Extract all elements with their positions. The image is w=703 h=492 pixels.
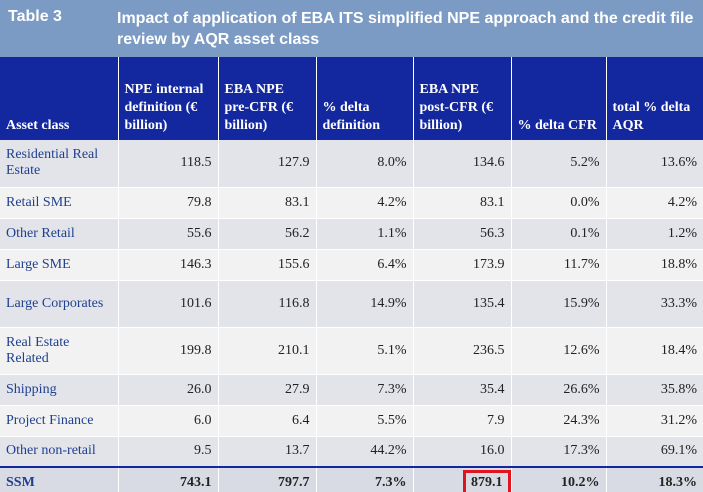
total-value-cell-highlighted: 879.1 bbox=[412, 466, 511, 492]
value-cell: 18.4% bbox=[605, 327, 703, 375]
column-header-npe-internal: NPE internal definition (€ billion) bbox=[117, 57, 218, 140]
total-value-cell: 18.3% bbox=[605, 466, 703, 492]
value-cell: 210.1 bbox=[217, 327, 316, 375]
value-cell: 1.2% bbox=[605, 218, 703, 250]
column-header-delta-definition: % delta definition bbox=[315, 57, 413, 140]
table-row: Large SME 146.3 155.6 6.4% 173.9 11.7% 1… bbox=[0, 249, 703, 281]
value-cell: 79.8 bbox=[117, 187, 218, 219]
value-cell: 101.6 bbox=[117, 280, 218, 328]
value-cell: 11.7% bbox=[510, 249, 606, 281]
value-cell: 7.9 bbox=[412, 405, 511, 437]
table-row: Project Finance 6.0 6.4 5.5% 7.9 24.3% 3… bbox=[0, 405, 703, 437]
value-cell: 155.6 bbox=[217, 249, 316, 281]
value-cell: 8.0% bbox=[315, 140, 413, 188]
value-cell: 4.2% bbox=[315, 187, 413, 219]
table-row: Real Estate Related 199.8 210.1 5.1% 236… bbox=[0, 327, 703, 375]
value-cell: 16.0 bbox=[412, 436, 511, 468]
value-cell: 5.1% bbox=[315, 327, 413, 375]
column-header-total-delta-aqr: total % delta AQR bbox=[605, 57, 703, 140]
value-cell: 17.3% bbox=[510, 436, 606, 468]
highlight-box: 879.1 bbox=[463, 469, 511, 492]
value-cell: 1.1% bbox=[315, 218, 413, 250]
column-header-asset-class: Asset class bbox=[6, 118, 70, 133]
npe-table: Asset class NPE internal definition (€ b… bbox=[0, 57, 703, 492]
value-cell: 18.8% bbox=[605, 249, 703, 281]
value-cell: 12.6% bbox=[510, 327, 606, 375]
value-cell: 83.1 bbox=[412, 187, 511, 219]
value-cell: 55.6 bbox=[117, 218, 218, 250]
asset-class-cell: Project Finance bbox=[0, 405, 118, 437]
value-cell: 26.6% bbox=[510, 374, 606, 406]
value-cell: 7.3% bbox=[315, 374, 413, 406]
value-cell: 118.5 bbox=[117, 140, 218, 188]
table-row: Residential Real Estate 118.5 127.9 8.0%… bbox=[0, 140, 703, 188]
table-row: Large Corporates 101.6 116.8 14.9% 135.4… bbox=[0, 280, 703, 328]
table-title: Impact of application of EBA ITS simplif… bbox=[117, 10, 694, 48]
asset-class-cell: Residential Real Estate bbox=[0, 140, 118, 188]
value-cell: 146.3 bbox=[117, 249, 218, 281]
table-row: Retail SME 79.8 83.1 4.2% 83.1 0.0% 4.2% bbox=[0, 187, 703, 219]
value-cell: 56.2 bbox=[217, 218, 316, 250]
value-cell: 83.1 bbox=[217, 187, 316, 219]
total-value-cell: 10.2% bbox=[510, 466, 606, 492]
value-cell: 9.5 bbox=[117, 436, 218, 468]
value-cell: 33.3% bbox=[605, 280, 703, 328]
value-cell: 116.8 bbox=[217, 280, 316, 328]
asset-class-cell: Large Corporates bbox=[0, 280, 118, 328]
asset-class-cell: Other Retail bbox=[0, 218, 118, 250]
value-cell: 27.9 bbox=[217, 374, 316, 406]
value-cell: 31.2% bbox=[605, 405, 703, 437]
value-cell: 56.3 bbox=[412, 218, 511, 250]
table-row: Shipping 26.0 27.9 7.3% 35.4 26.6% 35.8% bbox=[0, 374, 703, 406]
value-cell: 6.4 bbox=[217, 405, 316, 437]
table-number: Table 3 bbox=[8, 8, 62, 25]
asset-class-cell: Large SME bbox=[0, 249, 118, 281]
value-cell: 6.0 bbox=[117, 405, 218, 437]
column-header-eba-pre-cfr: EBA NPE pre-CFR (€ billion) bbox=[217, 57, 316, 140]
value-cell: 5.5% bbox=[315, 405, 413, 437]
value-cell: 127.9 bbox=[217, 140, 316, 188]
value-cell: 199.8 bbox=[117, 327, 218, 375]
value-cell: 35.4 bbox=[412, 374, 511, 406]
column-header-eba-post-cfr: EBA NPE post-CFR (€ billion) bbox=[412, 57, 511, 140]
asset-class-cell: Retail SME bbox=[0, 187, 118, 219]
total-row: SSM 743.1 797.7 7.3% 879.1 10.2% 18.3% bbox=[0, 466, 703, 492]
value-cell: 69.1% bbox=[605, 436, 703, 468]
table-row: Other Retail 55.6 56.2 1.1% 56.3 0.1% 1.… bbox=[0, 218, 703, 250]
value-cell: 26.0 bbox=[117, 374, 218, 406]
column-header-delta-cfr: % delta CFR bbox=[510, 57, 606, 140]
asset-class-cell: Other non-retail bbox=[0, 436, 118, 468]
value-cell: 44.2% bbox=[315, 436, 413, 468]
value-cell: 24.3% bbox=[510, 405, 606, 437]
value-cell: 13.6% bbox=[605, 140, 703, 188]
asset-class-cell: Shipping bbox=[0, 374, 118, 406]
header-row: Asset class NPE internal definition (€ b… bbox=[0, 57, 703, 140]
table-row: Other non-retail 9.5 13.7 44.2% 16.0 17.… bbox=[0, 436, 703, 468]
value-cell: 135.4 bbox=[412, 280, 511, 328]
total-value-cell: 797.7 bbox=[217, 466, 316, 492]
total-value-cell: 743.1 bbox=[117, 466, 218, 492]
value-cell: 35.8% bbox=[605, 374, 703, 406]
value-cell: 15.9% bbox=[510, 280, 606, 328]
asset-class-cell: Real Estate Related bbox=[0, 327, 118, 375]
value-cell: 0.1% bbox=[510, 218, 606, 250]
value-cell: 134.6 bbox=[412, 140, 511, 188]
value-cell: 5.2% bbox=[510, 140, 606, 188]
total-label-cell: SSM bbox=[0, 466, 118, 492]
title-bar: Table 3 Impact of application of EBA ITS… bbox=[0, 0, 703, 57]
value-cell: 6.4% bbox=[315, 249, 413, 281]
value-cell: 4.2% bbox=[605, 187, 703, 219]
value-cell: 14.9% bbox=[315, 280, 413, 328]
value-cell: 173.9 bbox=[412, 249, 511, 281]
value-cell: 0.0% bbox=[510, 187, 606, 219]
value-cell: 236.5 bbox=[412, 327, 511, 375]
value-cell: 13.7 bbox=[217, 436, 316, 468]
total-value-cell: 7.3% bbox=[315, 466, 413, 492]
